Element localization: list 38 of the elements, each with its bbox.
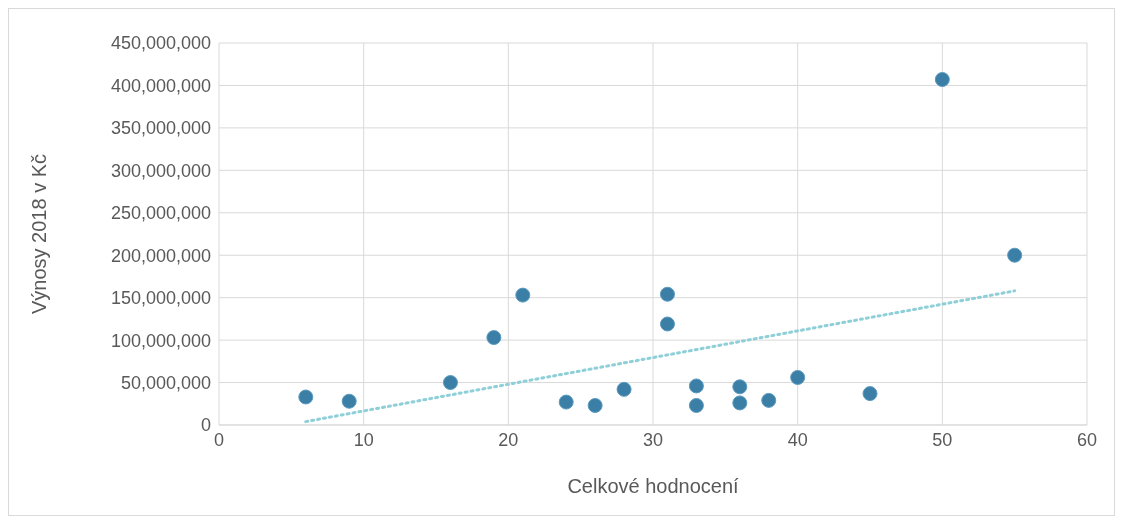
point xyxy=(587,397,603,413)
y-tick-label: 300,000,000 xyxy=(110,160,211,181)
x-tick-label: 0 xyxy=(213,429,225,450)
point xyxy=(558,394,574,410)
point xyxy=(515,287,531,303)
point xyxy=(486,330,502,346)
point xyxy=(341,393,357,409)
x-axis-title: Celkové hodnocení xyxy=(567,475,740,497)
point xyxy=(862,386,878,402)
y-tick-label: 50,000,000 xyxy=(120,372,211,393)
y-tick-label: 400,000,000 xyxy=(110,75,211,96)
point xyxy=(659,286,675,302)
point xyxy=(616,381,632,397)
point xyxy=(790,369,806,385)
point xyxy=(732,379,748,395)
point xyxy=(659,316,675,332)
y-tick-label: 150,000,000 xyxy=(110,288,211,309)
x-tick-label: 10 xyxy=(353,429,374,450)
point xyxy=(442,375,458,391)
x-tick-label: 60 xyxy=(1076,429,1098,450)
point xyxy=(298,389,314,405)
x-tick-label: 40 xyxy=(787,429,808,450)
y-tick-label: 450,000,000 xyxy=(110,33,211,54)
point xyxy=(688,378,704,394)
x-tick-label: 20 xyxy=(498,429,519,450)
y-tick-label: 350,000,000 xyxy=(110,118,211,139)
point xyxy=(1007,247,1023,263)
y-tick-label: 250,000,000 xyxy=(110,203,211,224)
y-tick-label: 100,000,000 xyxy=(110,330,211,351)
point xyxy=(934,72,950,87)
point xyxy=(732,395,748,411)
y-axis-title: Výnosy 2018 v Kč xyxy=(28,153,51,315)
y-tick-label: 200,000,000 xyxy=(110,245,211,266)
x-tick-label: 30 xyxy=(642,429,664,450)
y-tick-label: 0 xyxy=(200,415,211,436)
point xyxy=(761,392,777,408)
point xyxy=(688,397,704,413)
x-tick-label: 50 xyxy=(932,429,953,450)
